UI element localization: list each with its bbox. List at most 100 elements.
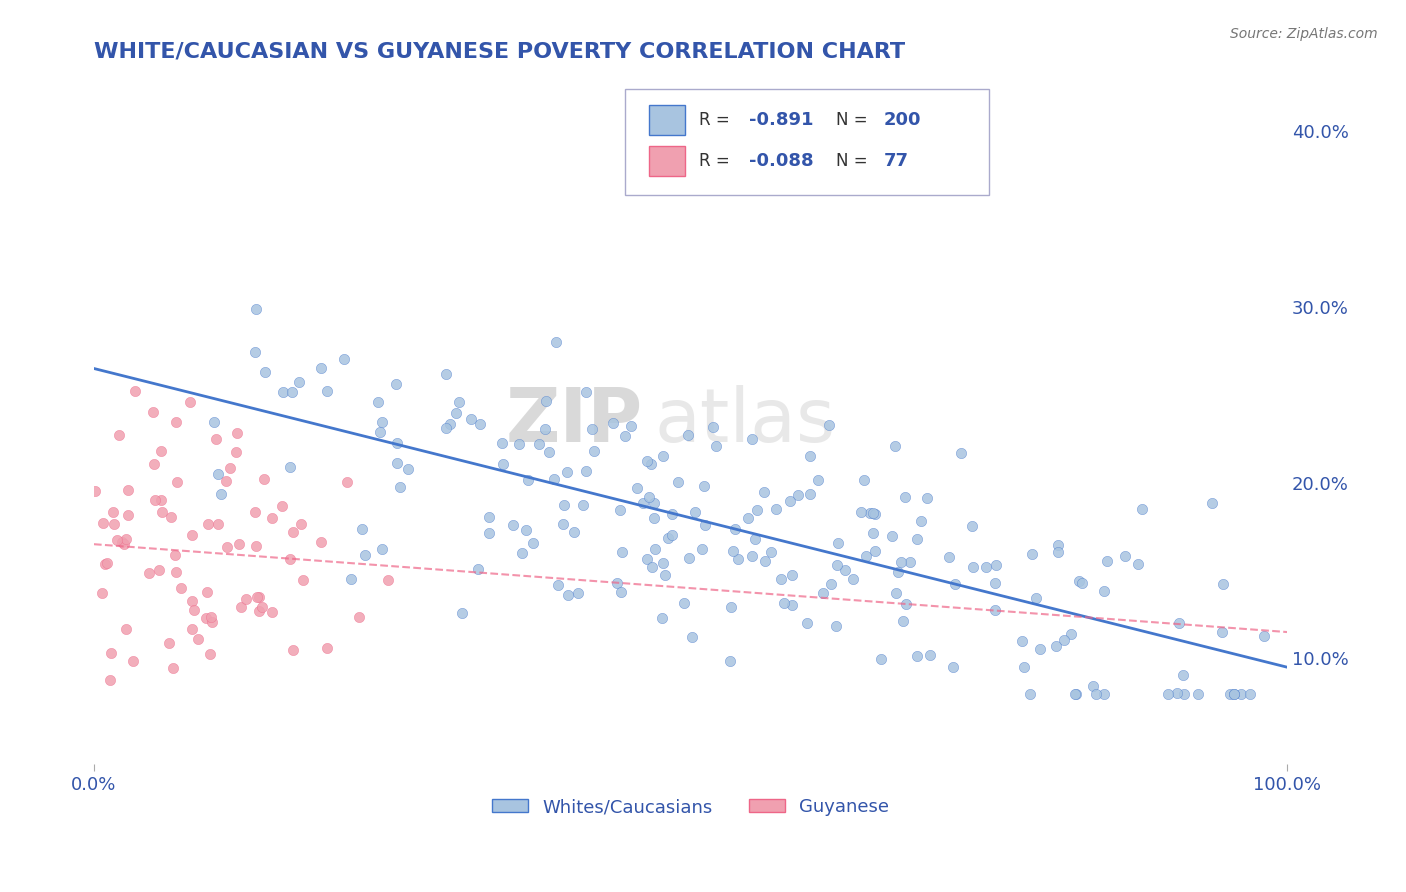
Text: ZIP: ZIP	[506, 384, 643, 458]
Point	[1095, 554, 1118, 568]
Point	[884, 585, 907, 599]
Point	[818, 417, 841, 432]
Point	[309, 535, 332, 549]
Point	[1130, 502, 1153, 516]
Point	[111, 534, 134, 549]
Point	[195, 611, 218, 625]
Point	[332, 352, 354, 367]
Point	[695, 518, 717, 533]
Point	[1084, 687, 1107, 701]
Point	[231, 599, 253, 614]
Point	[165, 565, 187, 579]
Point	[271, 499, 294, 513]
Point	[166, 475, 188, 489]
Point	[162, 661, 184, 675]
Point	[502, 517, 524, 532]
Point	[825, 558, 848, 572]
Point	[288, 375, 311, 389]
Point	[84, 484, 107, 499]
Point	[1047, 538, 1070, 552]
Point	[898, 555, 921, 569]
Point	[1067, 574, 1090, 588]
Point	[250, 599, 273, 614]
Point	[644, 495, 666, 509]
Point	[602, 416, 624, 430]
Point	[340, 572, 363, 586]
Point	[638, 491, 661, 505]
Point	[157, 636, 180, 650]
Point	[180, 527, 202, 541]
Point	[534, 393, 557, 408]
Point	[820, 576, 842, 591]
Point	[122, 654, 145, 668]
Point	[114, 622, 136, 636]
Point	[752, 485, 775, 500]
Point	[1187, 687, 1209, 701]
Text: Source: ZipAtlas.com: Source: ZipAtlas.com	[1230, 27, 1378, 41]
Point	[575, 385, 598, 400]
Point	[918, 648, 941, 662]
Point	[720, 600, 742, 615]
Point	[450, 607, 472, 621]
Point	[290, 517, 312, 532]
Point	[690, 541, 713, 556]
Point	[641, 559, 664, 574]
Point	[207, 517, 229, 532]
Point	[124, 384, 146, 398]
Point	[945, 577, 967, 591]
Point	[253, 365, 276, 379]
Point	[852, 473, 875, 487]
Point	[200, 610, 222, 624]
Point	[434, 421, 457, 435]
Point	[180, 622, 202, 636]
Point	[385, 456, 408, 470]
Point	[727, 551, 749, 566]
Point	[891, 614, 914, 628]
Point	[309, 361, 332, 376]
Point	[491, 436, 513, 450]
Point	[905, 648, 928, 663]
Point	[744, 532, 766, 546]
Point	[681, 630, 703, 644]
Point	[377, 573, 399, 587]
FancyBboxPatch shape	[624, 89, 988, 195]
Point	[661, 527, 683, 541]
Point	[1219, 687, 1241, 701]
Point	[543, 472, 565, 486]
Point	[91, 585, 114, 599]
Point	[315, 641, 337, 656]
Point	[606, 575, 628, 590]
Point	[765, 501, 787, 516]
Point	[880, 529, 903, 543]
Point	[780, 567, 803, 582]
Point	[849, 505, 872, 519]
Point	[547, 578, 569, 592]
Point	[1239, 687, 1261, 701]
Text: R =: R =	[699, 111, 735, 128]
Point	[101, 505, 124, 519]
Point	[583, 444, 606, 458]
Point	[165, 549, 187, 563]
Point	[572, 498, 595, 512]
Point	[984, 576, 1007, 591]
Point	[610, 585, 633, 599]
Text: atlas: atlas	[655, 384, 835, 458]
Point	[371, 541, 394, 556]
Point	[522, 536, 544, 550]
Point	[529, 437, 551, 451]
Point	[245, 539, 267, 553]
Point	[1045, 639, 1067, 653]
Point	[984, 558, 1007, 572]
Point	[247, 604, 270, 618]
Point	[385, 377, 408, 392]
Point	[537, 444, 560, 458]
Point	[467, 561, 489, 575]
FancyBboxPatch shape	[648, 104, 685, 135]
Point	[799, 449, 821, 463]
Point	[863, 507, 886, 521]
Point	[870, 652, 893, 666]
Point	[283, 643, 305, 657]
Point	[198, 647, 221, 661]
Point	[1126, 558, 1149, 572]
Point	[1064, 687, 1087, 701]
